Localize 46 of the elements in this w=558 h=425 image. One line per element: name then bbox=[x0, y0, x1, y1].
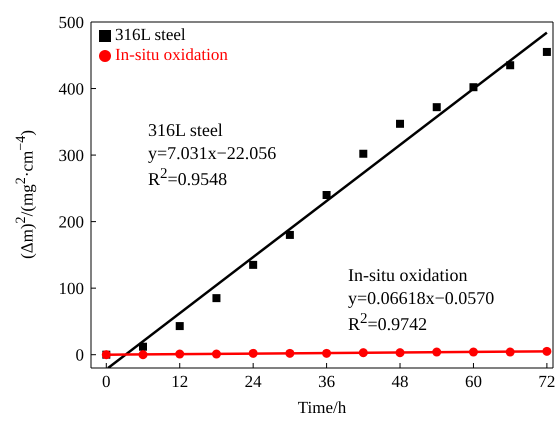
x-tick-label: 24 bbox=[244, 372, 262, 392]
x-axis-title: Time/h bbox=[298, 398, 347, 417]
annotation: y=7.031x−22.056 bbox=[148, 143, 276, 164]
point bbox=[139, 342, 148, 351]
point bbox=[322, 348, 332, 358]
annotation: R$^{2}$=0.9742 bbox=[348, 311, 428, 335]
point bbox=[175, 350, 184, 359]
annotation: 316L steel bbox=[148, 120, 223, 141]
x-tick-label: 60 bbox=[464, 372, 482, 392]
point bbox=[285, 348, 294, 358]
legend-label: In-situ oxidation bbox=[115, 45, 228, 64]
point bbox=[212, 350, 221, 359]
y-tick-label: 300 bbox=[58, 146, 84, 166]
x-tick-label: 0 bbox=[102, 372, 111, 392]
point bbox=[542, 48, 551, 56]
y-tick-label: 0 bbox=[76, 346, 84, 365]
point bbox=[286, 230, 294, 239]
x-tick-label: 72 bbox=[538, 372, 556, 392]
annotation: R$^{2}$=0.9548 bbox=[148, 166, 228, 190]
annotation: y=0.06618x−0.0570 bbox=[348, 288, 494, 309]
point bbox=[248, 348, 258, 358]
annotation: In-situ oxidation bbox=[348, 265, 468, 286]
y-tick-label: 400 bbox=[58, 80, 84, 99]
point bbox=[138, 350, 148, 360]
x-tick-label: 48 bbox=[392, 372, 409, 392]
point bbox=[468, 348, 478, 357]
y-tick-label: 500 bbox=[58, 13, 84, 32]
point bbox=[359, 150, 368, 158]
point bbox=[322, 191, 331, 199]
point bbox=[358, 348, 368, 358]
point bbox=[432, 348, 442, 357]
y-tick-label: 200 bbox=[58, 212, 84, 232]
x-tick-label: 12 bbox=[171, 372, 188, 392]
point bbox=[469, 83, 478, 92]
point bbox=[506, 61, 514, 70]
point bbox=[176, 322, 184, 330]
point bbox=[506, 348, 515, 357]
point bbox=[542, 346, 552, 356]
point bbox=[432, 103, 441, 112]
x-tick-label: 36 bbox=[318, 372, 336, 392]
y-tick-label: 100 bbox=[58, 279, 84, 298]
point bbox=[396, 348, 405, 358]
legend-label: 316L steel bbox=[115, 25, 186, 44]
point bbox=[396, 120, 404, 128]
point bbox=[212, 294, 220, 302]
point bbox=[249, 260, 258, 269]
